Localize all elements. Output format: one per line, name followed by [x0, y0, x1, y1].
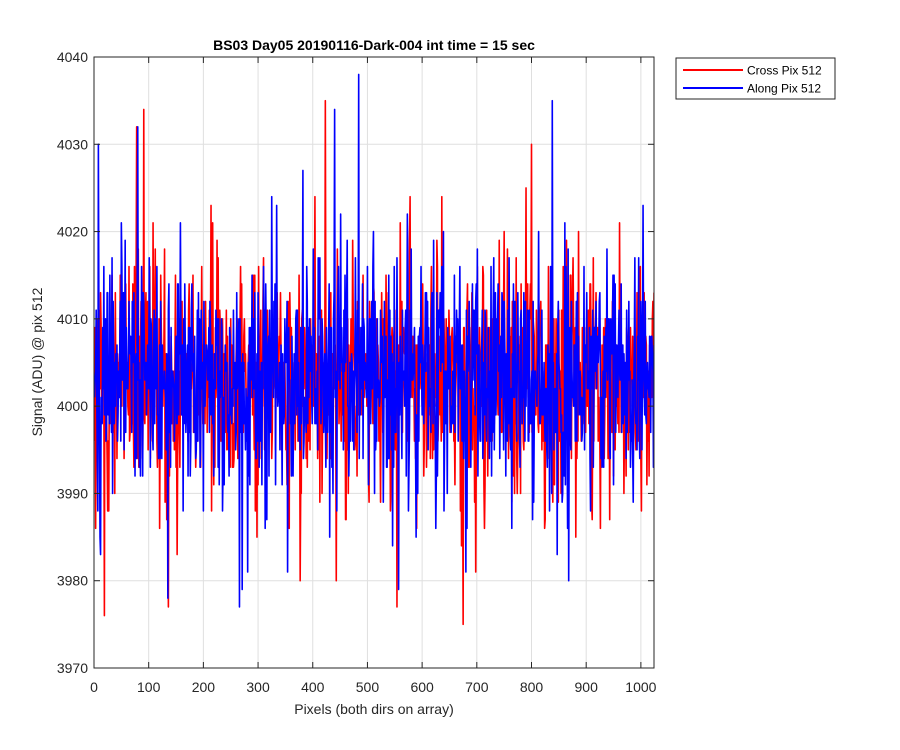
series-group — [94, 73, 654, 626]
x-tick-label: 1000 — [625, 679, 656, 695]
series-line-along-pix-512 — [94, 73, 654, 608]
x-axis-title: Pixels (both dirs on array) — [294, 701, 454, 717]
x-tick-labels: 0 100 200 300 400 500 600 700 800 900 1000 — [90, 679, 657, 695]
legend-label-cross-pix: Cross Pix 512 — [747, 64, 822, 78]
y-tick-label: 4020 — [57, 224, 88, 240]
x-tick-label: 700 — [465, 679, 489, 695]
legend-box — [675, 57, 836, 100]
y-tick-labels: 3970 3980 3990 4000 4010 4020 4030 4040 — [57, 49, 88, 676]
x-tick-label: 200 — [192, 679, 216, 695]
x-tick-label: 400 — [301, 679, 325, 695]
legend: Cross Pix 512 Along Pix 512 — [675, 57, 836, 100]
x-tick-label: 800 — [520, 679, 544, 695]
axis-ticks — [93, 56, 654, 669]
legend-label-along-pix: Along Pix 512 — [747, 82, 821, 96]
x-tick-label: 100 — [137, 679, 161, 695]
plot-frame — [93, 56, 655, 669]
y-tick-label: 3970 — [57, 660, 88, 676]
y-tick-label: 4040 — [57, 49, 88, 65]
x-tick-label: 900 — [575, 679, 599, 695]
x-tick-label: 600 — [410, 679, 434, 695]
y-tick-label: 4030 — [57, 136, 88, 152]
y-axis-title: Signal (ADU) @ pix 512 — [29, 287, 45, 436]
y-tick-label: 3990 — [57, 485, 88, 501]
chart-title: BS03 Day05 20190116-Dark-004 int time = … — [213, 37, 535, 53]
x-tick-label: 0 — [90, 679, 98, 695]
x-tick-label: 500 — [356, 679, 380, 695]
y-tick-label: 4010 — [57, 311, 88, 327]
x-tick-label: 300 — [246, 679, 270, 695]
y-tick-label: 4000 — [57, 398, 88, 414]
y-tick-label: 3980 — [57, 573, 88, 589]
